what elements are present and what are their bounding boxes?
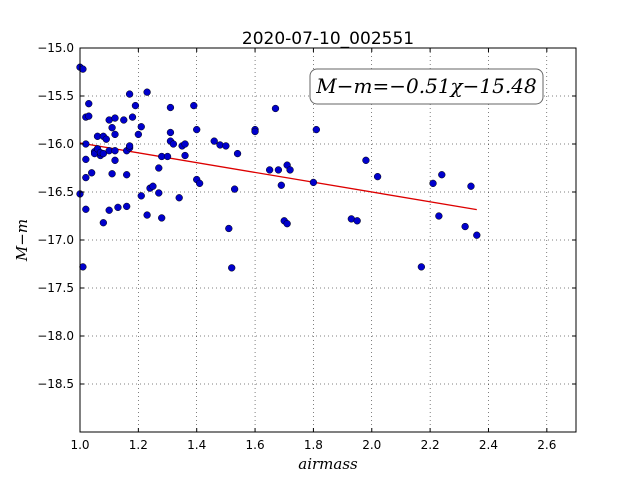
data-point xyxy=(82,155,90,164)
data-point xyxy=(131,101,140,110)
data-point xyxy=(111,130,119,139)
y-tick-label: −18.0 xyxy=(37,329,74,343)
data-point xyxy=(169,140,178,148)
x-tick-label: 1.8 xyxy=(304,438,323,452)
y-tick-label: −15.0 xyxy=(37,41,74,55)
data-point xyxy=(137,123,145,131)
fit-line-layer xyxy=(79,142,477,211)
data-point xyxy=(85,100,93,108)
data-point xyxy=(123,202,131,211)
data-point xyxy=(461,222,469,231)
data-point xyxy=(190,101,198,110)
data-point xyxy=(195,179,204,188)
data-point xyxy=(114,203,122,212)
data-point xyxy=(274,166,283,174)
data-point xyxy=(125,142,134,150)
x-tick-label: 1.4 xyxy=(187,438,206,452)
data-point xyxy=(108,170,116,178)
y-tick-label: −15.5 xyxy=(37,89,74,103)
data-point xyxy=(230,185,239,193)
data-point xyxy=(193,125,201,134)
x-tick-label: 2.4 xyxy=(479,438,498,452)
data-point xyxy=(111,114,119,122)
data-point xyxy=(181,151,189,160)
data-point xyxy=(79,263,87,271)
data-point xyxy=(467,182,475,190)
data-point xyxy=(312,125,320,134)
fit-annotation-box xyxy=(309,68,544,105)
data-point xyxy=(102,135,110,143)
chart-title: 2020-07-10_002551 xyxy=(242,29,414,49)
data-point xyxy=(271,104,280,113)
fit-annotation: M−m=−0.51χ−15.48 xyxy=(315,74,536,98)
data-point xyxy=(429,179,437,188)
data-point xyxy=(99,149,107,158)
data-point xyxy=(181,140,189,148)
data-point xyxy=(128,113,137,121)
data-point xyxy=(222,142,230,150)
x-tick-label: 1.0 xyxy=(70,438,89,452)
data-point xyxy=(417,263,426,271)
data-point xyxy=(373,172,382,181)
data-point xyxy=(120,116,128,124)
data-point xyxy=(225,224,233,233)
data-point xyxy=(82,173,90,182)
y-tick-label: −16.0 xyxy=(37,137,74,151)
data-point xyxy=(108,124,116,132)
fit-line xyxy=(79,142,477,211)
data-point xyxy=(166,128,175,137)
data-point xyxy=(137,192,145,200)
data-point xyxy=(125,90,134,98)
y-tick-label: −17.0 xyxy=(37,233,74,247)
data-point xyxy=(134,130,143,139)
data-point xyxy=(166,103,175,112)
x-tick-label: 2.2 xyxy=(421,438,440,452)
data-point xyxy=(473,231,481,239)
x-tick-label: 1.6 xyxy=(246,438,265,452)
data-point xyxy=(265,166,274,174)
data-point xyxy=(143,211,151,219)
data-point xyxy=(105,206,113,214)
data-point xyxy=(362,156,370,164)
data-point xyxy=(283,220,291,228)
data-point xyxy=(123,171,131,179)
data-point xyxy=(210,137,218,145)
data-point xyxy=(228,264,236,272)
y-tick-label: −17.5 xyxy=(37,281,74,295)
data-point xyxy=(175,194,183,202)
data-point xyxy=(233,149,242,158)
data-point xyxy=(149,182,157,190)
y-axis-ticks: −15.0 −15.5 −16.0 −16.5 −17.0 −17.5 −18.0 −18.5 xyxy=(37,41,576,391)
data-point xyxy=(111,156,119,164)
data-point xyxy=(99,219,107,227)
x-axis-ticks: 1.0 1.2 1.4 1.6 1.8 2.0 2.2 2.4 2.6 xyxy=(70,48,556,452)
x-tick-label: 1.2 xyxy=(129,438,148,452)
data-point xyxy=(88,169,96,177)
data-points xyxy=(76,63,481,272)
x-tick-label: 2.6 xyxy=(537,438,556,452)
y-tick-label: −18.5 xyxy=(37,377,74,391)
x-tick-label: 2.0 xyxy=(362,438,381,452)
y-tick-label: −16.5 xyxy=(37,185,74,199)
data-point xyxy=(277,181,285,189)
data-point xyxy=(158,214,166,222)
data-point xyxy=(85,112,93,120)
data-point xyxy=(82,205,90,213)
data-point xyxy=(163,152,172,161)
data-point xyxy=(155,164,163,172)
data-point xyxy=(143,88,151,96)
data-point xyxy=(79,65,87,73)
data-point xyxy=(286,166,294,174)
data-point xyxy=(438,171,446,179)
data-point xyxy=(155,189,163,197)
data-point xyxy=(353,217,361,225)
data-point xyxy=(251,127,259,136)
x-axis-label: airmass xyxy=(298,455,358,473)
data-point xyxy=(309,178,318,187)
data-point xyxy=(111,147,119,155)
data-point xyxy=(435,212,443,220)
y-axis-label: M−m xyxy=(13,219,31,262)
